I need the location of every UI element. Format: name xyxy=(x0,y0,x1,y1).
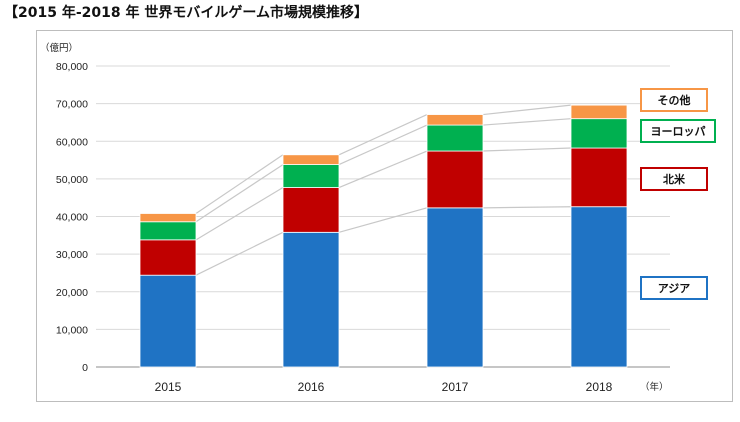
legend-label: その他 xyxy=(658,93,691,107)
x-tick-label: 2017 xyxy=(442,380,469,394)
bar-segment xyxy=(570,147,628,208)
legend-box xyxy=(640,167,708,191)
bar-segment xyxy=(282,231,340,368)
bar-segment xyxy=(426,207,484,368)
y-tick-label: 50,000 xyxy=(56,174,88,186)
bar-segment xyxy=(570,206,628,368)
connector-line xyxy=(195,164,284,223)
y-unit-label: （億円） xyxy=(40,42,78,54)
connector-line xyxy=(338,207,428,233)
chart-title: 【2015 年-2018 年 世界モバイルゲーム市場規模推移】 xyxy=(4,5,368,21)
connector-line xyxy=(482,118,572,126)
bars xyxy=(139,104,628,368)
bar-segment xyxy=(570,104,628,120)
y-tick-label: 20,000 xyxy=(56,287,88,299)
bar-segment xyxy=(282,164,340,188)
connector-line xyxy=(195,231,284,276)
legend-box xyxy=(640,276,708,300)
connector-line xyxy=(195,187,284,241)
bar-segment xyxy=(139,213,197,223)
bar-segment xyxy=(139,274,197,368)
connector-line xyxy=(195,154,284,214)
y-tick-label: 40,000 xyxy=(56,212,88,224)
bar-segment xyxy=(139,239,197,276)
y-tick-label: 60,000 xyxy=(56,136,88,148)
axes: 2015 2016 2017 2018 xyxy=(96,366,670,394)
connector-line xyxy=(482,147,572,152)
bar-segment xyxy=(282,187,340,233)
bar-segment xyxy=(426,150,484,209)
bar-segment xyxy=(282,154,340,165)
y-tick-label: 30,000 xyxy=(56,249,88,261)
connector-line xyxy=(482,104,572,116)
y-tick-label: 70,000 xyxy=(56,99,88,111)
legend-box xyxy=(640,119,716,143)
legend: アジア 北米 ヨーロッパ その他 xyxy=(640,88,716,300)
chart-frame xyxy=(36,30,733,402)
bar-segment xyxy=(570,118,628,149)
y-tick-label: 0 xyxy=(82,362,88,374)
connector-line xyxy=(338,113,428,156)
connector-line xyxy=(482,206,572,209)
x-tick-label: 2018 xyxy=(586,380,613,394)
legend-label: アジア xyxy=(658,282,691,295)
legend-box xyxy=(640,88,708,112)
connector-lines xyxy=(195,104,572,276)
x-tick-label: 2015 xyxy=(155,380,182,394)
x-unit-label: （年） xyxy=(640,381,669,393)
x-tick-label: 2016 xyxy=(298,380,325,394)
bar-segment xyxy=(426,114,484,126)
y-tick-label: 10,000 xyxy=(56,324,88,336)
legend-label: ヨーロッパ xyxy=(651,125,706,138)
y-tick-label: 80,000 xyxy=(56,61,88,73)
connector-line xyxy=(338,150,428,189)
bar-segment xyxy=(426,124,484,152)
bar-segment xyxy=(139,221,197,241)
connector-line xyxy=(338,124,428,166)
legend-label: 北米 xyxy=(663,172,686,186)
